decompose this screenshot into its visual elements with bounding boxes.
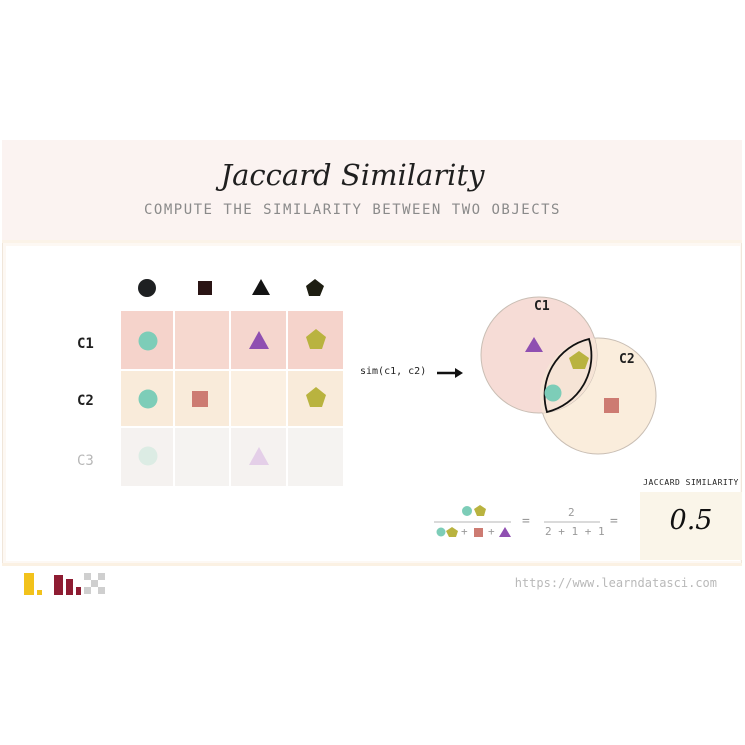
denominator-triangle xyxy=(499,527,511,537)
venn-square xyxy=(604,398,619,413)
row-label-c1: C1 xyxy=(77,336,94,352)
numerator-circle xyxy=(462,506,472,516)
result-value: 0.5 xyxy=(669,505,713,536)
numerator-value: 2 xyxy=(568,506,575,519)
pentagon-icon xyxy=(306,279,324,296)
table-cell xyxy=(120,310,174,370)
venn-intersection xyxy=(540,338,597,413)
row-label-c3: C3 xyxy=(77,453,94,469)
c2-square xyxy=(192,391,208,407)
denominator-circle xyxy=(436,527,446,537)
equals-sign-2: = xyxy=(610,514,618,529)
table-cell xyxy=(174,427,230,487)
table-cell xyxy=(230,370,287,427)
table-cell xyxy=(287,427,344,487)
venn-circle-item xyxy=(544,384,562,402)
sim-expression: sim(c1, c2) xyxy=(360,366,427,377)
denominator-value: 2 + 1 + 1 xyxy=(545,525,605,538)
c3-triangle xyxy=(249,447,269,465)
c2-pentagon xyxy=(306,387,326,407)
venn-label-c2: C2 xyxy=(619,352,635,367)
c2-circle xyxy=(138,389,158,409)
venn-label-c1: C1 xyxy=(534,299,550,314)
footer xyxy=(2,563,742,602)
plus-sign-2: + xyxy=(488,525,495,538)
circle-icon xyxy=(138,279,156,297)
footer-url-link[interactable]: https://www.learndatasci.com xyxy=(514,576,717,590)
result-label: JACCARD SIMILARITY xyxy=(643,478,739,487)
intersection-outline xyxy=(543,337,593,414)
c3-circle xyxy=(138,446,158,466)
arrow-right-icon xyxy=(437,368,463,378)
triangle-icon xyxy=(252,279,270,295)
numerator-pentagon xyxy=(474,505,486,516)
table-cell xyxy=(174,310,230,370)
c1-pentagon xyxy=(306,329,326,349)
equals-sign-1: = xyxy=(522,514,530,529)
c1-triangle xyxy=(249,331,269,349)
denominator-pentagon xyxy=(446,527,458,537)
venn-triangle xyxy=(525,337,543,352)
plus-sign-1: + xyxy=(461,525,468,538)
c1-circle xyxy=(138,331,158,351)
venn-pentagon xyxy=(569,351,589,369)
header-band xyxy=(2,140,742,243)
denominator-square xyxy=(474,528,483,537)
table-cell xyxy=(120,427,174,487)
square-icon xyxy=(198,281,212,295)
logo xyxy=(24,573,105,595)
result-box xyxy=(640,492,742,560)
row-label-c2: C2 xyxy=(77,393,94,409)
page-subtitle: COMPUTE THE SIMILARITY BETWEEN TWO OBJEC… xyxy=(143,202,561,218)
page-title: Jaccard Similarity xyxy=(220,158,485,192)
